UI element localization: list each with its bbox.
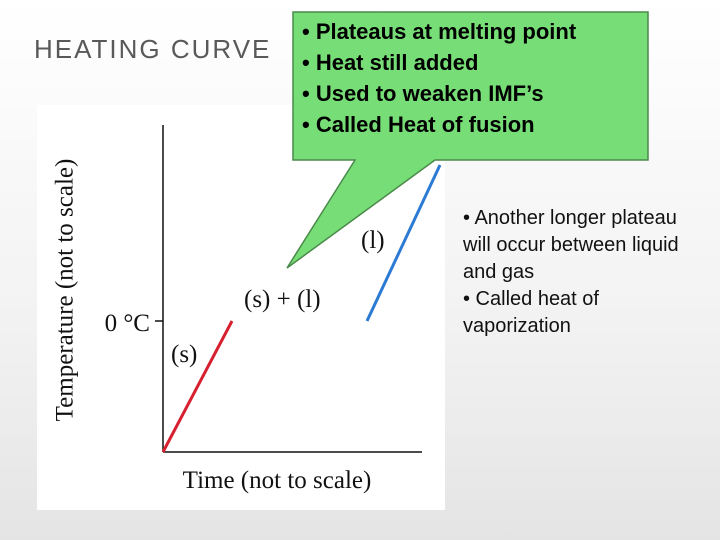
callout-shape [286,11,649,269]
callout-box [286,11,649,269]
liquid-segment [365,164,442,322]
phase-label: (l) [361,227,385,254]
note-item: • Called heat of vaporization [463,288,599,337]
phase-label: (s) [171,341,197,368]
note-item: • Another longer plateau will occur betw… [463,207,679,283]
callout-item: • Called Heat of fusion [302,112,535,137]
callout-item: • Heat still added [302,50,479,75]
callout-item: • Used to weaken IMF’s [302,81,544,106]
y-axis-label: Temperature (not to scale) [52,159,79,422]
notes: • Another longer plateau will occur betw… [463,205,691,340]
phase-label: (s) + (l) [244,286,321,313]
callout-item: • Plateaus at melting point [302,19,577,44]
callout-text: • Plateaus at melting point • Heat still… [302,16,576,140]
solid-segment [161,320,234,453]
x-axis-label: Time (not to scale) [183,467,372,494]
slide-title: HEATING CURVE [34,34,272,64]
tick-label: 0 °C [105,310,150,337]
